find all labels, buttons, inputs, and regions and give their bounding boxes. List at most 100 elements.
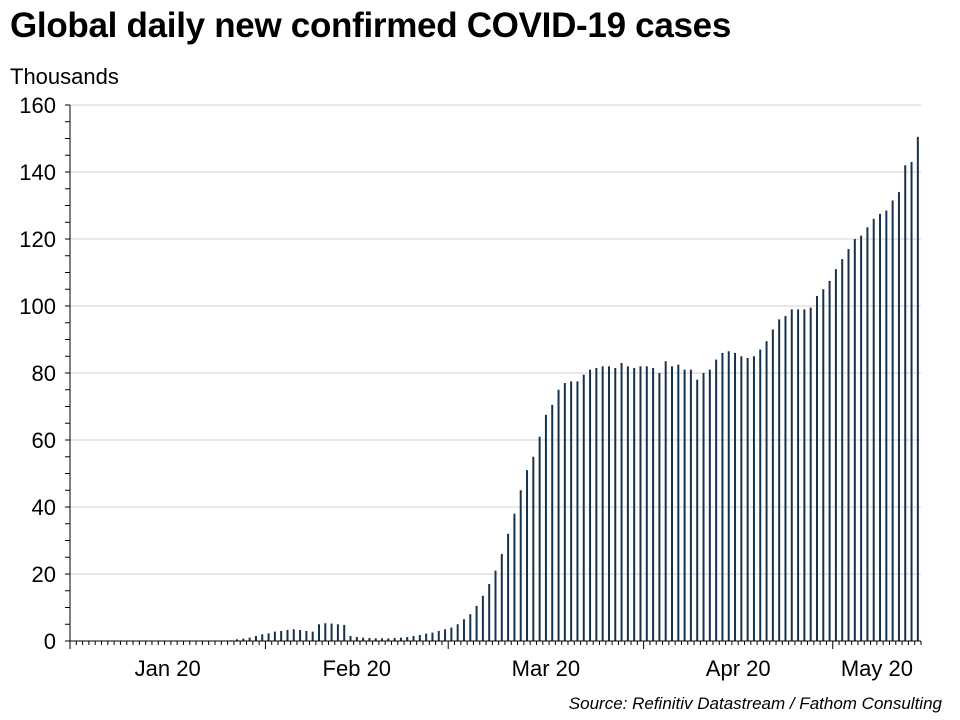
bar bbox=[639, 366, 642, 641]
bar bbox=[563, 383, 566, 641]
bar bbox=[904, 165, 907, 642]
bar bbox=[387, 638, 390, 641]
bar bbox=[280, 630, 283, 641]
y-tick-label: 120 bbox=[19, 227, 56, 252]
y-tick-labels: 0 20 40 60 80 100 120 140 160 bbox=[19, 93, 56, 654]
bar bbox=[576, 381, 579, 642]
bar bbox=[292, 629, 295, 641]
bar bbox=[362, 637, 365, 641]
bar bbox=[891, 200, 894, 641]
bar bbox=[469, 614, 472, 641]
gridlines bbox=[70, 104, 921, 575]
bar-series bbox=[223, 136, 919, 642]
y-tick-label: 100 bbox=[19, 294, 56, 319]
bar bbox=[614, 367, 617, 641]
bar bbox=[570, 381, 573, 642]
bar bbox=[746, 357, 749, 641]
bar bbox=[236, 639, 239, 641]
bar bbox=[841, 259, 844, 641]
y-tick-label: 0 bbox=[44, 629, 56, 654]
x-tick-label: Feb 20 bbox=[323, 656, 392, 681]
y-tick-label: 60 bbox=[32, 428, 56, 453]
bar bbox=[500, 553, 503, 641]
bar bbox=[589, 369, 592, 641]
bar bbox=[784, 316, 787, 641]
bar bbox=[582, 374, 585, 641]
y-tick-label: 160 bbox=[19, 93, 56, 118]
bar bbox=[318, 624, 320, 641]
bar bbox=[809, 307, 812, 641]
bar bbox=[532, 456, 535, 641]
bar bbox=[752, 356, 755, 641]
bar bbox=[437, 630, 440, 641]
bar bbox=[393, 637, 396, 641]
bar bbox=[885, 210, 888, 641]
bar bbox=[626, 366, 629, 641]
bar bbox=[652, 367, 655, 641]
bar bbox=[664, 361, 667, 641]
bar bbox=[860, 235, 863, 641]
bar bbox=[475, 605, 478, 641]
bar bbox=[513, 513, 516, 641]
x-tick-label: Apr 20 bbox=[706, 656, 771, 681]
bar bbox=[526, 470, 529, 641]
x-tick-label: Jan 20 bbox=[135, 656, 201, 681]
bar bbox=[538, 436, 541, 641]
bar bbox=[797, 309, 800, 641]
bar bbox=[519, 490, 522, 641]
bar bbox=[607, 366, 610, 641]
bar bbox=[633, 367, 636, 641]
y-tick-label: 140 bbox=[19, 160, 56, 185]
bar bbox=[444, 629, 447, 641]
bar bbox=[727, 351, 730, 641]
bar bbox=[462, 619, 465, 641]
bar bbox=[834, 269, 837, 641]
bar bbox=[488, 584, 491, 641]
bar bbox=[450, 627, 453, 641]
bar bbox=[286, 629, 289, 641]
bar bbox=[425, 633, 428, 641]
bar bbox=[349, 635, 352, 641]
bar bbox=[299, 629, 302, 641]
bar bbox=[790, 309, 793, 641]
bar bbox=[481, 595, 484, 641]
bar bbox=[494, 570, 497, 641]
bar bbox=[916, 136, 919, 641]
bar bbox=[689, 369, 692, 641]
bar bbox=[853, 239, 856, 641]
bar bbox=[406, 636, 409, 641]
bar bbox=[683, 369, 686, 641]
bar bbox=[708, 369, 711, 641]
bar bbox=[248, 637, 251, 641]
bar bbox=[645, 366, 648, 641]
bar bbox=[418, 634, 421, 641]
source-note: Source: Refinitiv Datastream / Fathom Co… bbox=[568, 694, 942, 713]
bar bbox=[355, 636, 358, 641]
bar bbox=[879, 213, 882, 642]
bar bbox=[544, 414, 547, 642]
bar bbox=[721, 352, 724, 641]
axes bbox=[65, 104, 922, 649]
bar bbox=[815, 295, 818, 641]
bar bbox=[507, 533, 510, 641]
bar bbox=[267, 633, 270, 641]
y-axis-units-label: Thousands bbox=[10, 64, 119, 89]
bar bbox=[412, 635, 415, 641]
bar bbox=[261, 634, 264, 641]
bar bbox=[343, 624, 346, 641]
bar bbox=[601, 366, 604, 641]
y-tick-label: 40 bbox=[32, 495, 56, 520]
x-tick-label: May 20 bbox=[841, 656, 913, 681]
bar bbox=[551, 404, 554, 641]
bar bbox=[702, 373, 705, 641]
bar bbox=[658, 373, 661, 641]
bar bbox=[374, 638, 377, 641]
bar bbox=[778, 319, 781, 641]
bar bbox=[305, 630, 308, 641]
bar bbox=[368, 637, 371, 641]
bar bbox=[734, 352, 737, 641]
y-tick-label: 80 bbox=[32, 361, 56, 386]
bar bbox=[242, 638, 245, 641]
bar bbox=[399, 637, 402, 641]
bar bbox=[740, 356, 743, 641]
